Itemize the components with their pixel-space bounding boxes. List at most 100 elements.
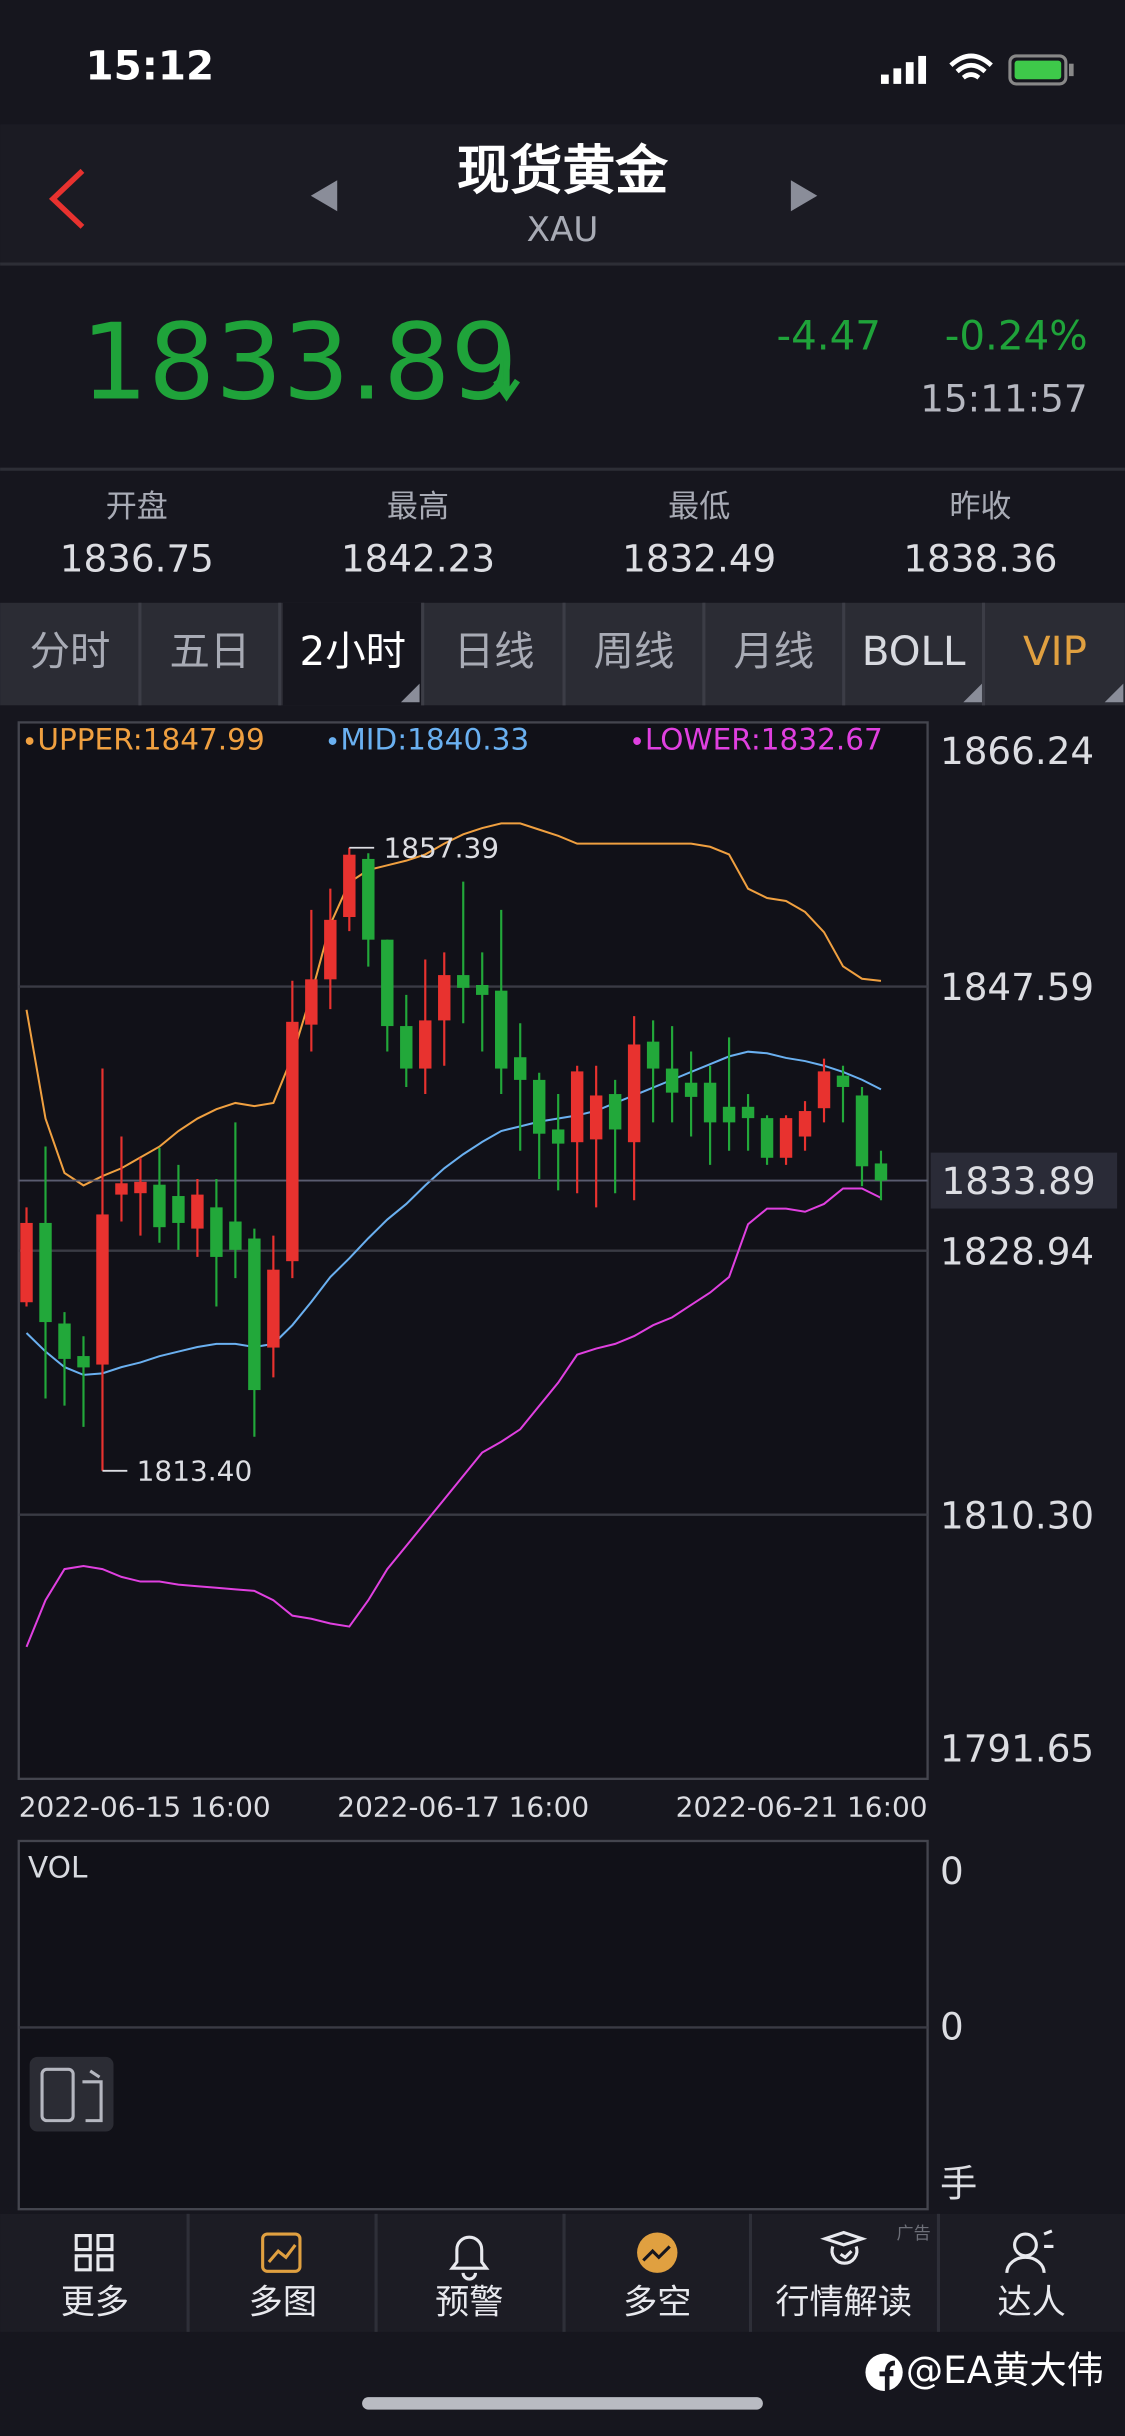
title: 现货黄金 bbox=[457, 141, 668, 202]
legend-dot bbox=[328, 737, 337, 745]
candle-body bbox=[627, 1044, 641, 1143]
back-button[interactable] bbox=[48, 168, 85, 229]
candle-body bbox=[58, 1323, 71, 1359]
price: 1833.89 bbox=[81, 301, 518, 424]
volume-label: VOL bbox=[28, 1850, 88, 1884]
candle-body bbox=[229, 1221, 242, 1250]
prev-button[interactable] bbox=[310, 180, 338, 212]
wifi-icon bbox=[949, 53, 993, 80]
tab[interactable]: 五日 bbox=[169, 628, 250, 675]
tab[interactable]: 周线 bbox=[594, 628, 675, 675]
extreme-label: 1857.39 bbox=[383, 831, 499, 864]
icon-longshort bbox=[642, 2245, 671, 2262]
icon-analysis bbox=[820, 2230, 868, 2265]
candle-body bbox=[438, 975, 451, 1021]
legend-label: LOWER:1832.67 bbox=[645, 723, 883, 757]
rotate-icon bbox=[82, 2069, 103, 2123]
icon-more bbox=[74, 2234, 114, 2272]
icon-alert bbox=[449, 2235, 490, 2281]
icon-multi bbox=[267, 2243, 297, 2264]
candle-body bbox=[96, 1214, 109, 1365]
nav-icons bbox=[74, 2229, 1054, 2281]
tab[interactable]: 月线 bbox=[733, 628, 814, 675]
legend-label: MID:1840.33 bbox=[340, 723, 529, 757]
x-tick-label: 2022-06-21 16:00 bbox=[676, 1790, 928, 1823]
candle-body bbox=[646, 1041, 660, 1069]
candle-body bbox=[760, 1118, 774, 1158]
nav-label[interactable]: 行情解读 bbox=[775, 2282, 912, 2322]
signal-bar bbox=[905, 62, 914, 84]
volume-unit: 手 bbox=[940, 2161, 977, 2205]
last-price-label: 1833.89 bbox=[942, 1159, 1096, 1203]
candle-body bbox=[419, 1020, 432, 1069]
nav-label[interactable]: 达人 bbox=[998, 2282, 1066, 2322]
nav-label[interactable]: 多空 bbox=[623, 2282, 691, 2322]
candle-body bbox=[836, 1075, 850, 1087]
rotate-button[interactable] bbox=[29, 2056, 114, 2132]
tab[interactable]: BOLL bbox=[862, 628, 966, 675]
down-arrow bbox=[493, 360, 520, 402]
candle-body bbox=[779, 1118, 793, 1158]
stat-label: 最低 bbox=[668, 489, 730, 525]
candle-body bbox=[457, 975, 470, 988]
tab[interactable]: 分时 bbox=[30, 628, 111, 675]
tab[interactable]: VIP bbox=[1023, 628, 1087, 675]
icon-longshort bbox=[637, 2232, 678, 2273]
change: -4.47 bbox=[777, 313, 881, 360]
extreme-label: 1813.40 bbox=[137, 1454, 253, 1487]
stat-label: 昨收 bbox=[949, 489, 1011, 525]
legend-dot bbox=[25, 737, 34, 745]
band-line bbox=[25, 1050, 882, 1376]
nav-label[interactable]: 更多 bbox=[61, 2282, 129, 2322]
tab-corner bbox=[400, 683, 1124, 703]
candle-body bbox=[817, 1071, 831, 1109]
tab[interactable]: 日线 bbox=[454, 628, 535, 675]
candle-body bbox=[400, 1026, 413, 1069]
candle-body bbox=[589, 1095, 603, 1140]
nav-label[interactable]: 多图 bbox=[249, 2282, 317, 2322]
battery-tip bbox=[1068, 63, 1074, 77]
battery-level bbox=[1014, 60, 1062, 80]
candle-body bbox=[115, 1183, 128, 1195]
candle-body bbox=[551, 1129, 565, 1144]
candle-body bbox=[305, 979, 318, 1025]
y-tick-label: 1866.24 bbox=[940, 729, 1094, 773]
candle-body bbox=[153, 1184, 166, 1228]
band-line bbox=[25, 822, 882, 1187]
candle-body bbox=[741, 1106, 755, 1119]
change-pct: -0.24% bbox=[945, 313, 1088, 360]
candle-body bbox=[362, 858, 375, 940]
watermark-logo bbox=[879, 2360, 896, 2391]
candle-body bbox=[608, 1094, 622, 1130]
candle-body bbox=[39, 1222, 52, 1323]
x-tick-label: 2022-06-15 16:00 bbox=[19, 1790, 271, 1823]
candle-body bbox=[798, 1111, 812, 1137]
band-line bbox=[25, 1187, 882, 1648]
candle-body bbox=[172, 1196, 185, 1223]
candle-body bbox=[77, 1356, 90, 1368]
nav-label[interactable]: 预警 bbox=[435, 2282, 503, 2322]
stat-label: 最高 bbox=[387, 489, 449, 525]
symbol: XAU bbox=[527, 210, 599, 250]
tab-separators bbox=[138, 602, 986, 706]
volume-tick: 0 bbox=[940, 1849, 964, 1893]
tab-bar-bottom bbox=[0, 2213, 1125, 2332]
watermark: @EA黄大伟 bbox=[906, 2348, 1104, 2392]
candle-body bbox=[495, 990, 508, 1069]
candle-body bbox=[324, 919, 337, 980]
candle-body bbox=[855, 1095, 869, 1167]
stats: 开盘 1836.75 最高 1842.23 最低 1832.49 昨收 1838… bbox=[60, 489, 1058, 580]
tab-active[interactable]: 2小时 bbox=[300, 628, 406, 675]
tab-bar bbox=[0, 602, 1125, 706]
candle-chart: 1866.24 1847.59 1828.94 1810.30 1791.65 2022-… bbox=[19, 723, 1118, 1823]
candle-body bbox=[191, 1194, 204, 1229]
signal-bar bbox=[893, 68, 902, 84]
next-button[interactable] bbox=[790, 180, 818, 212]
candle-body bbox=[286, 1021, 299, 1262]
candle-body bbox=[703, 1082, 717, 1123]
signal-bar bbox=[880, 74, 889, 84]
stat-value: 1832.49 bbox=[622, 536, 776, 580]
candle-body bbox=[210, 1207, 223, 1257]
